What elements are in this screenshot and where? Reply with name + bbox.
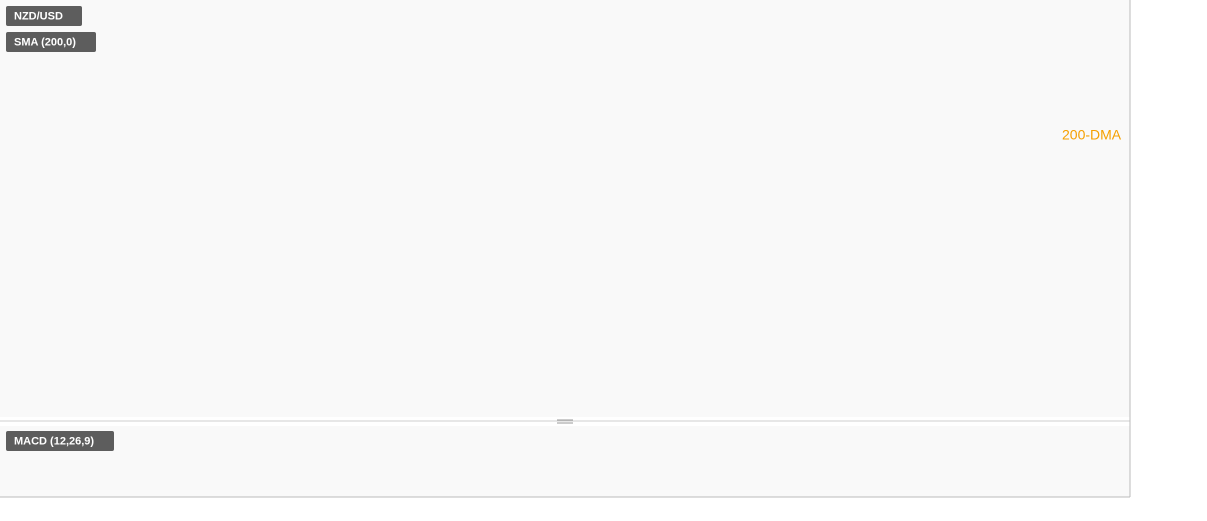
sma-label: SMA (200,0) bbox=[14, 36, 76, 48]
macd-panel bbox=[0, 426, 1130, 497]
symbol-label: NZD/USD bbox=[14, 10, 63, 22]
price-panel bbox=[0, 0, 1130, 417]
annotation: 200-DMA bbox=[1062, 127, 1122, 143]
sma-badge[interactable] bbox=[6, 32, 96, 52]
macd-badge[interactable] bbox=[6, 431, 114, 451]
macd-label: MACD (12,26,9) bbox=[14, 435, 94, 447]
resize-grip[interactable] bbox=[557, 419, 573, 424]
symbol-badge[interactable] bbox=[6, 6, 82, 26]
